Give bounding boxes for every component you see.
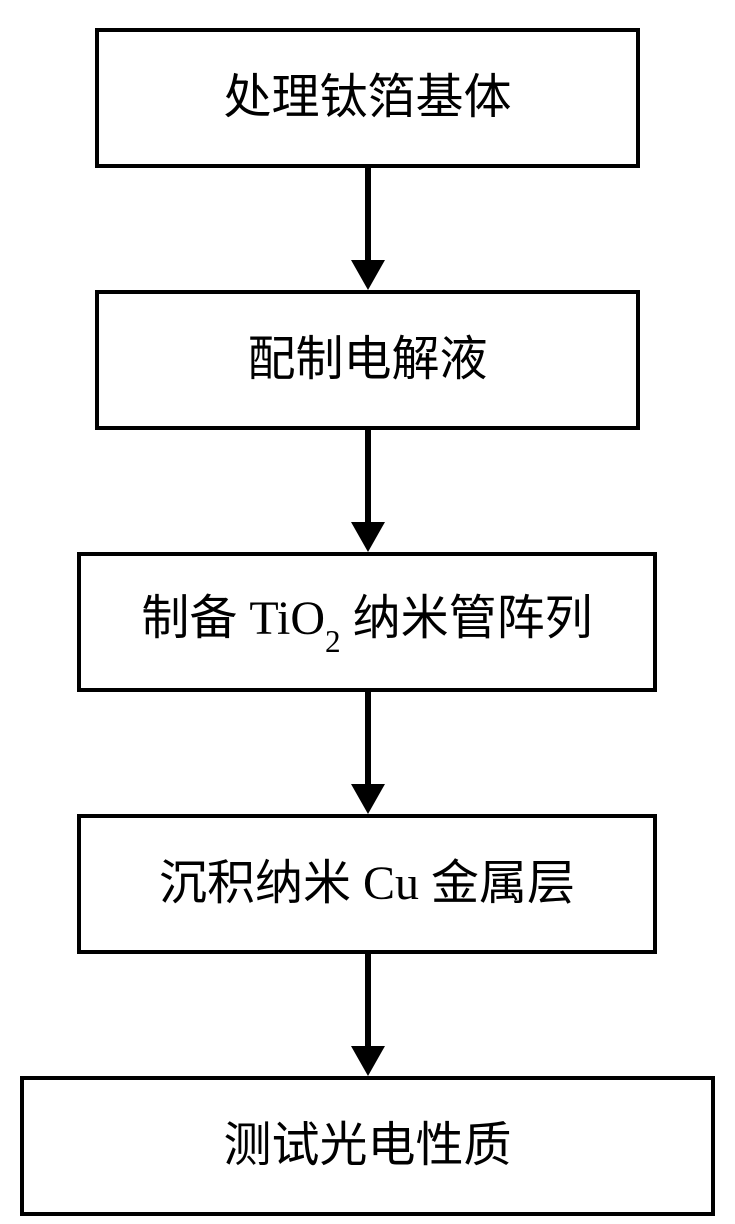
flow-arrow: [349, 954, 387, 1076]
flow-node-n2: 配制电解液: [95, 290, 640, 430]
flow-node-label: 沉积纳米 Cu 金属层: [159, 860, 575, 908]
flow-arrow: [349, 692, 387, 814]
flow-node-label: 测试光电性质: [223, 1122, 511, 1170]
flow-node-n3: 制备 TiO2 纳米管阵列: [77, 552, 657, 692]
flow-node-label: 配制电解液: [247, 336, 487, 384]
flow-node-n1: 处理钛箔基体: [95, 28, 640, 168]
flow-node-label: 制备 TiO2 纳米管阵列: [141, 595, 592, 650]
flow-arrow: [349, 168, 387, 290]
flow-node-n5: 测试光电性质: [20, 1076, 715, 1216]
flow-node-n4: 沉积纳米 Cu 金属层: [77, 814, 657, 954]
flow-node-label: 处理钛箔基体: [223, 74, 511, 122]
flowchart-canvas: 处理钛箔基体配制电解液制备 TiO2 纳米管阵列沉积纳米 Cu 金属层测试光电性…: [0, 0, 735, 1224]
flow-arrow: [349, 430, 387, 552]
